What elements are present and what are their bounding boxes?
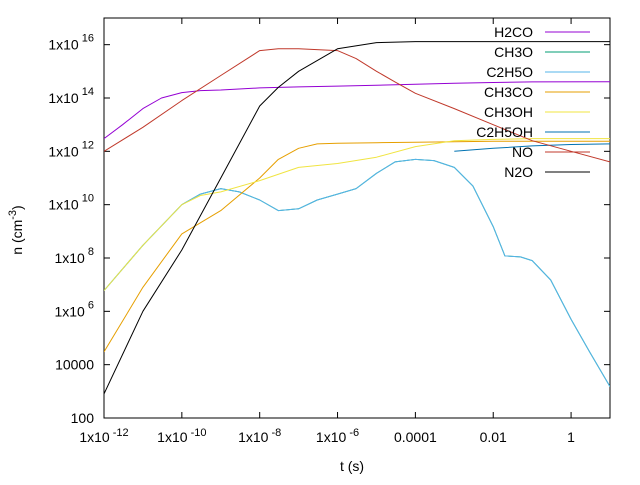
series-line-ch3co (104, 140, 610, 353)
x-tick-label: 0.01 (480, 429, 507, 445)
y-axis-label-group: n (cm-3) (7, 205, 25, 254)
y-tick-label: 1x10 14 (48, 86, 94, 106)
legend-label-h2co: H2CO (494, 24, 533, 40)
legend-label-no: NO (512, 144, 533, 160)
series-line-c2h5oh (454, 143, 610, 152)
y-tick-label: 100 (71, 410, 95, 426)
legend-label-c2h5oh: C2H5OH (476, 124, 533, 140)
series-line-ch3oh (104, 138, 610, 291)
series-line-ch3o (104, 158, 610, 387)
x-tick-label: 1x10 -6 (316, 427, 359, 445)
y-tick-label: 1x10 6 (54, 299, 94, 319)
plot-frame (103, 17, 611, 419)
series-line-n2o (104, 41, 610, 395)
legend-label-ch3o: CH3O (494, 44, 533, 60)
y-tick-label: 1x10 8 (54, 246, 94, 266)
legend-label-n2o: N2O (504, 164, 533, 180)
series-line-no (104, 48, 610, 163)
x-axis-label: t (s) (340, 458, 364, 474)
y-tick-label: 1x10 12 (48, 139, 94, 159)
x-tick-label: 1x10 -8 (238, 427, 281, 445)
x-tick-label: 1x10 -12 (79, 427, 128, 445)
legend: H2CO CH3O C2H5O CH3CO CH3OH C2H5OH NO N2O (476, 24, 590, 180)
x-tick-label: 1 (567, 429, 575, 445)
legend-label-c2h5o: C2H5O (486, 64, 533, 80)
y-axis-label: n (cm-3) (7, 205, 25, 254)
series-line-c2h5o (104, 158, 610, 387)
legend-label-ch3oh: CH3OH (484, 104, 533, 120)
y-tick-label: 1x10 16 (48, 33, 94, 53)
y-tick-label: 1x10 10 (48, 193, 94, 213)
x-tick-label: 0.0001 (394, 429, 437, 445)
series-lines (104, 41, 610, 395)
x-tick-label: 1x10 -10 (157, 427, 206, 445)
y-tick-label: 10000 (55, 357, 94, 373)
series-line-h2co (104, 81, 610, 140)
legend-label-ch3co: CH3CO (484, 84, 533, 100)
axis-ticks: 1x10 -12 1x10 -10 1x10 -8 1x10 -6 0.0001 0.01… (48, 18, 610, 445)
